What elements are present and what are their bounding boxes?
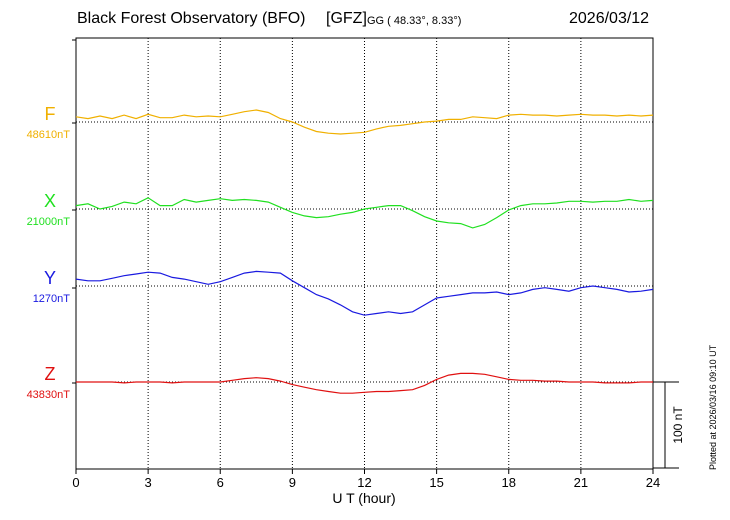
- x-ticks: 0 3 6 9 12 15 18 21 24: [72, 39, 660, 490]
- x-tick-label: 15: [429, 475, 443, 490]
- series-name-f: F: [45, 104, 56, 124]
- baseline-label-f: 48610nT: [27, 129, 71, 141]
- agency-label: [GFZ]: [326, 10, 367, 27]
- baseline-label-y: 1270nT: [33, 293, 71, 305]
- series-line-y: [75, 270, 654, 316]
- series-layer: F 48610nT X 21000nT Y 1270nT Z 43830nT: [27, 104, 654, 401]
- x-axis-label: U T (hour): [332, 490, 395, 506]
- scale-bar-label: 100 nT: [671, 406, 685, 444]
- scale-bar: 100 nT: [653, 381, 685, 469]
- plotted-timestamp: Plotted at 2026/03/16 09:10 UT: [708, 344, 718, 470]
- series-line-f: [75, 109, 654, 135]
- series-name-x: X: [44, 191, 56, 211]
- baseline-label-x: 21000nT: [27, 216, 71, 228]
- series-line-x: [75, 197, 654, 229]
- series-line-z: [76, 372, 653, 394]
- x-tick-label: 21: [574, 475, 588, 490]
- x-tick-label: 12: [357, 475, 371, 490]
- x-tick-label: 6: [217, 475, 224, 490]
- x-tick-label: 9: [289, 475, 296, 490]
- grid: [147, 38, 582, 469]
- x-tick-label: 24: [646, 475, 660, 490]
- x-tick-label: 0: [72, 475, 79, 490]
- coordinates-label: GG ( 48.33°, 8.33°): [367, 15, 462, 27]
- date-label: 2026/03/12: [569, 10, 650, 27]
- chart-title: Black Forest Observatory (BFO): [77, 10, 306, 27]
- baseline-label-z: 43830nT: [27, 389, 71, 401]
- series-name-z: Z: [45, 364, 56, 384]
- series-name-y: Y: [44, 268, 56, 288]
- x-tick-label: 3: [145, 475, 152, 490]
- x-tick-label: 18: [502, 475, 516, 490]
